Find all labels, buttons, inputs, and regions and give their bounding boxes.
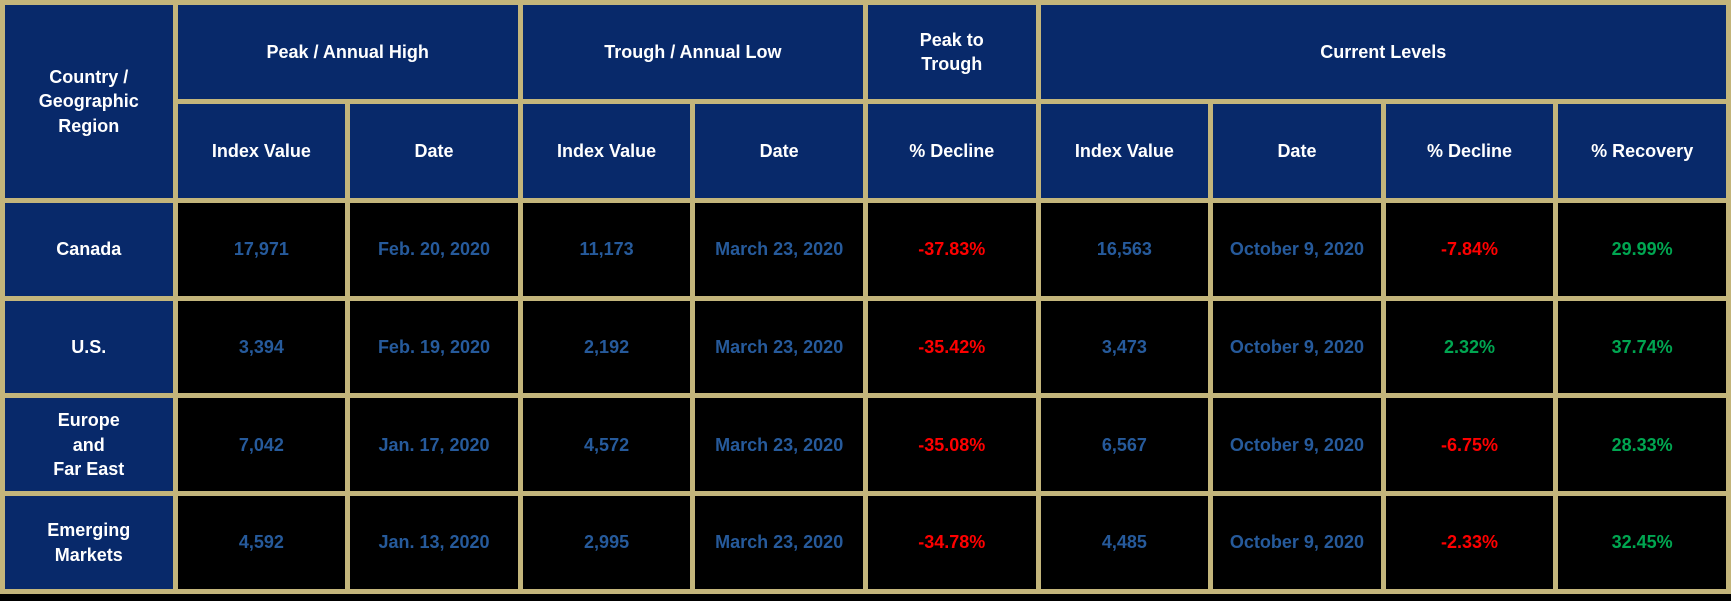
data-cell: 4,592 xyxy=(172,491,351,594)
data-cell: 3,473 xyxy=(1035,295,1214,399)
data-cell: 32.45% xyxy=(1553,491,1731,594)
data-cell: Jan. 17, 2020 xyxy=(345,393,523,497)
header-region: Country / Geographic Region xyxy=(0,0,178,203)
data-cell: -7.84% xyxy=(1380,197,1559,301)
data-cell: Feb. 19, 2020 xyxy=(345,295,523,399)
col-header-peak-date: Date xyxy=(345,98,523,203)
col-header-trough-index-value: Index Value xyxy=(517,98,696,203)
col-header-percent-recovery: % Recovery xyxy=(1553,98,1731,203)
data-cell: October 9, 2020 xyxy=(1208,295,1386,399)
data-cell: 2,995 xyxy=(517,491,696,594)
data-cell: 2,192 xyxy=(517,295,696,399)
data-cell: -37.83% xyxy=(862,197,1041,301)
data-cell: March 23, 2020 xyxy=(690,491,868,594)
header-column-row: Index Value Date Index Value Date % Decl… xyxy=(3,98,1731,203)
data-cell: -6.75% xyxy=(1380,393,1559,497)
data-cell: 11,173 xyxy=(517,197,696,301)
data-cell: March 23, 2020 xyxy=(690,393,868,497)
data-cell: 29.99% xyxy=(1553,197,1731,301)
row-label: Europe and Far East xyxy=(0,393,178,497)
data-cell: 37.74% xyxy=(1553,295,1731,399)
data-cell: 3,394 xyxy=(172,295,351,399)
data-cell: March 23, 2020 xyxy=(690,295,868,399)
col-header-current-percent-decline: % Decline xyxy=(1380,98,1559,203)
data-cell: October 9, 2020 xyxy=(1208,491,1386,594)
data-cell: March 23, 2020 xyxy=(690,197,868,301)
data-cell: 4,485 xyxy=(1035,491,1214,594)
row-label: U.S. xyxy=(0,295,178,399)
data-cell: -35.08% xyxy=(862,393,1041,497)
col-header-ptt-percent-decline: % Decline xyxy=(862,98,1041,203)
data-cell: Feb. 20, 2020 xyxy=(345,197,523,301)
data-cell: -35.42% xyxy=(862,295,1041,399)
data-cell: 4,572 xyxy=(517,393,696,497)
table-row-europe-far-east: Europe and Far East 7,042 Jan. 17, 2020 … xyxy=(0,393,1731,497)
table-row-canada: Canada 17,971 Feb. 20, 2020 11,173 March… xyxy=(0,197,1731,301)
data-cell: 6,567 xyxy=(1035,393,1214,497)
header-trough-annual-low: Trough / Annual Low xyxy=(517,0,868,104)
header-peak-annual-high: Peak / Annual High xyxy=(172,0,523,104)
header-current-levels: Current Levels xyxy=(1035,0,1731,104)
data-cell: 17,971 xyxy=(172,197,351,301)
row-label: Canada xyxy=(0,197,178,301)
col-header-peak-index-value: Index Value xyxy=(172,98,351,203)
data-cell: 28.33% xyxy=(1553,393,1731,497)
data-cell: -34.78% xyxy=(862,491,1041,594)
col-header-current-index-value: Index Value xyxy=(1035,98,1214,203)
table-row-us: U.S. 3,394 Feb. 19, 2020 2,192 March 23,… xyxy=(0,295,1731,399)
data-cell: October 9, 2020 xyxy=(1208,393,1386,497)
data-cell: 7,042 xyxy=(172,393,351,497)
row-label: Emerging Markets xyxy=(0,491,178,594)
col-header-trough-date: Date xyxy=(690,98,868,203)
data-cell: October 9, 2020 xyxy=(1208,197,1386,301)
col-header-current-date: Date xyxy=(1208,98,1386,203)
data-cell: Jan. 13, 2020 xyxy=(345,491,523,594)
data-cell: -2.33% xyxy=(1380,491,1559,594)
data-cell: 2.32% xyxy=(1380,295,1559,399)
data-cell: 16,563 xyxy=(1035,197,1214,301)
header-peak-to-trough: Peak to Trough xyxy=(862,0,1041,104)
header-group-row: Country / Geographic Region Peak / Annua… xyxy=(0,0,1731,203)
table-row-emerging-markets: Emerging Markets 4,592 Jan. 13, 2020 2,9… xyxy=(0,491,1731,594)
